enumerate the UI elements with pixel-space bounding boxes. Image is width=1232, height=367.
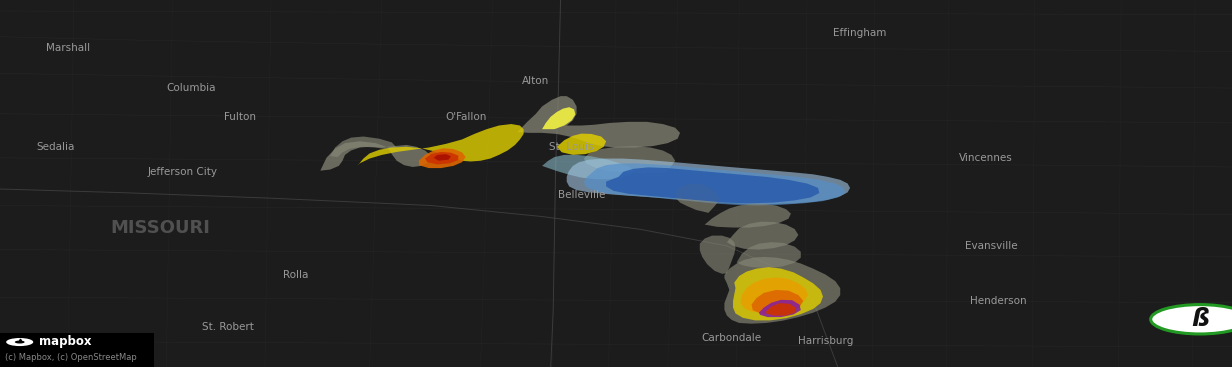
Text: St. Robert: St. Robert [202,321,254,332]
Polygon shape [752,290,803,314]
Polygon shape [700,236,736,274]
Text: Henderson: Henderson [970,296,1026,306]
Polygon shape [542,155,634,179]
Polygon shape [740,277,808,313]
Text: Carbondale: Carbondale [702,333,761,343]
Circle shape [15,341,25,344]
Text: Jefferson City: Jefferson City [148,167,217,178]
Text: MISSOURI: MISSOURI [110,218,211,237]
Text: Effingham: Effingham [833,28,887,38]
Polygon shape [567,159,850,204]
Text: O'Fallon: O'Fallon [445,112,487,123]
Polygon shape [584,163,845,206]
Polygon shape [330,137,397,157]
Text: mapbox: mapbox [39,335,92,348]
Polygon shape [705,204,791,228]
Text: Rolla: Rolla [283,270,308,280]
Polygon shape [766,303,796,316]
Polygon shape [606,167,819,203]
Text: Vincennes: Vincennes [958,153,1013,163]
Polygon shape [675,184,719,213]
Polygon shape [737,242,801,268]
Text: Columbia: Columbia [166,83,216,93]
Polygon shape [542,107,575,129]
Polygon shape [357,124,524,166]
Polygon shape [727,222,798,250]
Polygon shape [733,267,823,320]
Polygon shape [425,152,458,164]
Polygon shape [434,154,451,161]
Polygon shape [759,300,801,317]
Polygon shape [557,134,606,155]
Text: Alton: Alton [522,76,549,86]
Text: St. Louis: St. Louis [549,142,594,152]
Text: (c) Mapbox, (c) OpenStreetMap: (c) Mapbox, (c) OpenStreetMap [5,353,137,362]
Circle shape [1151,305,1232,334]
Text: Fulton: Fulton [224,112,256,123]
Circle shape [6,338,33,346]
Text: Harrisburg: Harrisburg [798,336,853,346]
Polygon shape [419,148,466,168]
Text: Sedalia: Sedalia [36,142,75,152]
FancyBboxPatch shape [0,333,154,367]
Polygon shape [584,146,675,173]
Polygon shape [320,141,431,171]
Text: ß: ß [1191,307,1209,331]
Polygon shape [724,257,840,324]
Polygon shape [517,96,680,148]
Text: Belleville: Belleville [558,189,605,200]
Text: Evansville: Evansville [966,241,1018,251]
Text: Marshall: Marshall [46,43,90,53]
